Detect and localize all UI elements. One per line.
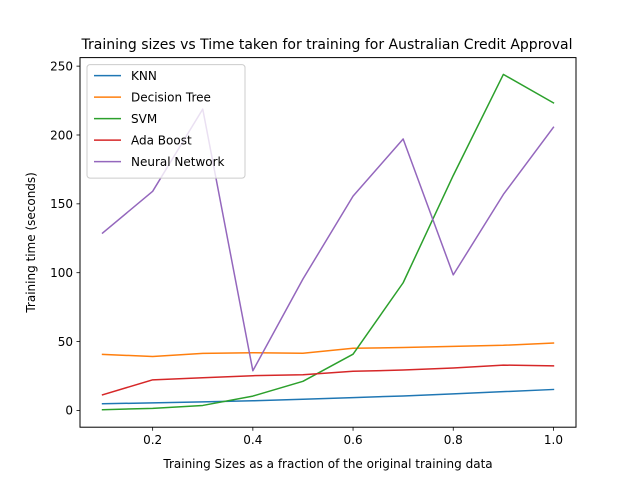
legend-box bbox=[86, 64, 246, 179]
series-line-decision-tree bbox=[101, 342, 555, 358]
axes-frame bbox=[79, 57, 577, 428]
x-tick-label: 0.6 bbox=[344, 433, 363, 447]
y-axis-ticks: 0 50 100 150 200 250 bbox=[50, 59, 80, 418]
x-tick-label: 1.0 bbox=[544, 433, 563, 447]
series-line-knn bbox=[101, 388, 555, 405]
y-axis-label: Training time (seconds) bbox=[24, 172, 38, 314]
x-tick-label: 0.4 bbox=[243, 433, 262, 447]
y-tick-label: 250 bbox=[50, 59, 73, 73]
legend-label: SVM bbox=[131, 112, 157, 126]
y-tick-label: 200 bbox=[50, 128, 73, 142]
x-axis-ticks: 0.2 0.4 0.6 0.8 1.0 bbox=[143, 427, 563, 447]
series-line-svm bbox=[101, 73, 555, 411]
legend-label: Decision Tree bbox=[131, 90, 211, 104]
y-tick-label: 100 bbox=[50, 266, 73, 280]
x-tick-label: 0.2 bbox=[143, 433, 162, 447]
chart-title: Training sizes vs Time taken for trainin… bbox=[81, 37, 573, 53]
legend: KNN Decision Tree SVM Ada Boost Neural Netwo… bbox=[86, 64, 246, 179]
x-tick-label: 0.8 bbox=[444, 433, 463, 447]
y-tick-label: 0 bbox=[65, 404, 73, 418]
y-tick-label: 150 bbox=[50, 197, 73, 211]
x-axis-label: Training Sizes as a fraction of the orig… bbox=[162, 457, 492, 471]
y-tick-label: 50 bbox=[58, 335, 73, 349]
legend-label: KNN bbox=[131, 69, 157, 83]
series-line-ada-boost bbox=[101, 364, 555, 396]
legend-label: Ada Boost bbox=[131, 133, 192, 147]
axes bbox=[79, 57, 577, 428]
legend-label: Neural Network bbox=[131, 155, 225, 169]
